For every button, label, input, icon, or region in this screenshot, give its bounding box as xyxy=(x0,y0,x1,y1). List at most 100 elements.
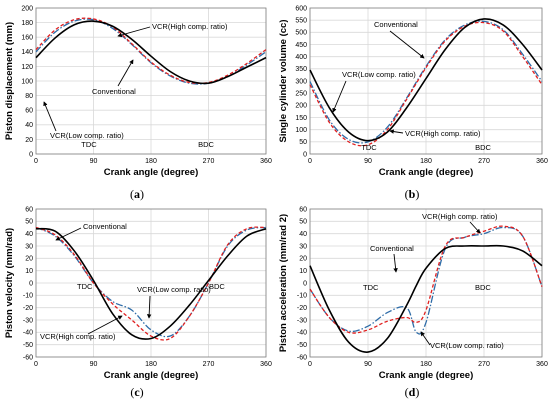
y-tick-label: 20 xyxy=(25,256,33,263)
x-axis-label: Crank angle (degree) xyxy=(379,167,474,178)
series-line-vcr-high-comp-ratio xyxy=(309,21,543,147)
annotation-label: BDC xyxy=(198,140,214,149)
x-axis-label: Crank angle (degree) xyxy=(379,370,474,381)
y-axis-label: Piston velocity (mm/rad) xyxy=(4,228,15,338)
x-tick-label: 360 xyxy=(260,361,272,368)
y-tick-label: 140 xyxy=(21,49,33,56)
x-tick-label: 270 xyxy=(478,158,490,165)
y-tick-label: -10 xyxy=(297,293,307,300)
annotation-arrow xyxy=(469,221,481,234)
series-line-conventional xyxy=(309,18,543,142)
y-axis-label: Piston displacement (mm) xyxy=(4,22,15,140)
y-tick-label: 80 xyxy=(25,93,33,100)
x-tick-label: 270 xyxy=(203,158,215,165)
y-tick-label: 10 xyxy=(25,268,33,275)
y-tick-label: 40 xyxy=(25,231,33,238)
annotation-label: VCR(Low comp. ratio) xyxy=(430,341,504,350)
x-tick-label: 180 xyxy=(145,361,157,368)
y-tick-label: 400 xyxy=(295,54,307,61)
annotation-label: TDC xyxy=(361,143,377,152)
x-tick-label: 180 xyxy=(420,158,432,165)
y-tick-label: 350 xyxy=(295,66,307,73)
panel-label: (d) xyxy=(405,385,420,399)
annotation-label: Conventional xyxy=(370,244,414,253)
y-tick-label: -20 xyxy=(23,305,33,312)
y-tick-label: 100 xyxy=(295,127,307,134)
x-tick-label: 0 xyxy=(308,158,312,165)
y-tick-label: 200 xyxy=(295,103,307,110)
panel-label: (b) xyxy=(405,187,420,201)
annotation-label: VCR(High comp. ratio) xyxy=(405,129,481,138)
y-tick-label: 450 xyxy=(295,42,307,49)
x-tick-label: 0 xyxy=(308,361,312,368)
y-tick-label: 100 xyxy=(21,78,33,85)
x-tick-label: 90 xyxy=(364,158,372,165)
annotation-label: VCR(Low comp. ratio) xyxy=(137,285,211,294)
y-tick-label: 20 xyxy=(25,137,33,144)
annotation-label: TDC xyxy=(363,283,379,292)
x-tick-label: 0 xyxy=(34,158,38,165)
annotation-arrow xyxy=(146,295,152,319)
annotation-label: VCR(High comp. ratio) xyxy=(422,212,498,221)
annotation-arrow xyxy=(389,129,404,134)
x-tick-label: 360 xyxy=(536,361,548,368)
y-tick-label: -40 xyxy=(297,330,307,337)
y-tick-label: 30 xyxy=(299,243,307,250)
series-line-conventional xyxy=(35,227,267,340)
series-line-vcr-high-comp-ratio xyxy=(35,226,267,341)
chart-panel-b: 0 50 100 150 200 250 300 350 400 450 500 550 600 0 90 1… xyxy=(278,5,548,201)
panel-label: (c) xyxy=(130,385,143,399)
x-tick-label: 180 xyxy=(145,158,157,165)
y-tick-label: 60 xyxy=(25,108,33,115)
annotation-arrow xyxy=(117,59,134,87)
y-tick-label: 300 xyxy=(295,78,307,85)
annotation-label: Conventional xyxy=(92,87,136,96)
chart-panel-c: -60 -50 -40 -30 -20 -10 0 10 20 30 40 50 60 0 90 180 270… xyxy=(4,206,272,399)
y-tick-label: -30 xyxy=(297,317,307,324)
x-axis-label: Crank angle (degree) xyxy=(104,370,199,381)
y-tick-label: 60 xyxy=(25,206,33,213)
chart-panel-a: 0 20 40 60 80 100 120 140 160 180 200 0 90 180 270 360 C… xyxy=(4,5,272,201)
y-tick-label: -10 xyxy=(23,293,33,300)
y-tick-label: 200 xyxy=(21,5,33,12)
chart-panel-d: -60 -50 -40 -30 -20 -10 0 10 20 30 40 50 60 0 90 180 270… xyxy=(278,206,548,399)
y-tick-label: -50 xyxy=(23,342,33,349)
annotation-arrow xyxy=(117,26,151,38)
panel-label: (a) xyxy=(130,187,144,201)
y-tick-label: 120 xyxy=(21,64,33,71)
y-tick-label: -60 xyxy=(23,354,33,361)
x-tick-label: 0 xyxy=(34,361,38,368)
x-tick-label: 270 xyxy=(478,361,490,368)
annotation-label: VCR(High comp. ratio) xyxy=(40,332,116,341)
series-line-conventional xyxy=(35,20,267,85)
annotation-arrow xyxy=(55,227,82,241)
x-tick-label: 180 xyxy=(420,361,432,368)
y-tick-label: 250 xyxy=(295,91,307,98)
y-tick-label: 550 xyxy=(295,18,307,25)
y-tick-label: 0 xyxy=(29,280,33,287)
x-tick-label: 360 xyxy=(536,158,548,165)
y-tick-label: 20 xyxy=(299,256,307,263)
annotation-arrow xyxy=(43,101,57,132)
y-tick-label: 30 xyxy=(25,243,33,250)
annotation-arrow xyxy=(389,30,425,59)
y-tick-label: 0 xyxy=(303,280,307,287)
plot-frame xyxy=(35,7,267,155)
annotation-label: BDC xyxy=(475,283,491,292)
annotation-arrow xyxy=(393,253,398,273)
plot-frame xyxy=(309,208,543,358)
y-tick-label: 60 xyxy=(299,206,307,213)
x-tick-label: 90 xyxy=(364,361,372,368)
annotation-label: BDC xyxy=(209,282,225,291)
y-tick-label: 180 xyxy=(21,20,33,27)
y-tick-label: -60 xyxy=(297,354,307,361)
y-tick-label: -20 xyxy=(297,305,307,312)
series-line-vcr-high-comp-ratio xyxy=(309,225,543,334)
y-axis-label: Piston acceleration (mm/rad 2) xyxy=(278,214,289,352)
annotation-label: TDC xyxy=(77,282,93,291)
annotation-label: VCR(Low comp. ratio) xyxy=(342,70,416,79)
y-tick-label: 40 xyxy=(299,231,307,238)
annotation-arrow xyxy=(332,80,347,113)
plot-frame xyxy=(35,208,267,358)
